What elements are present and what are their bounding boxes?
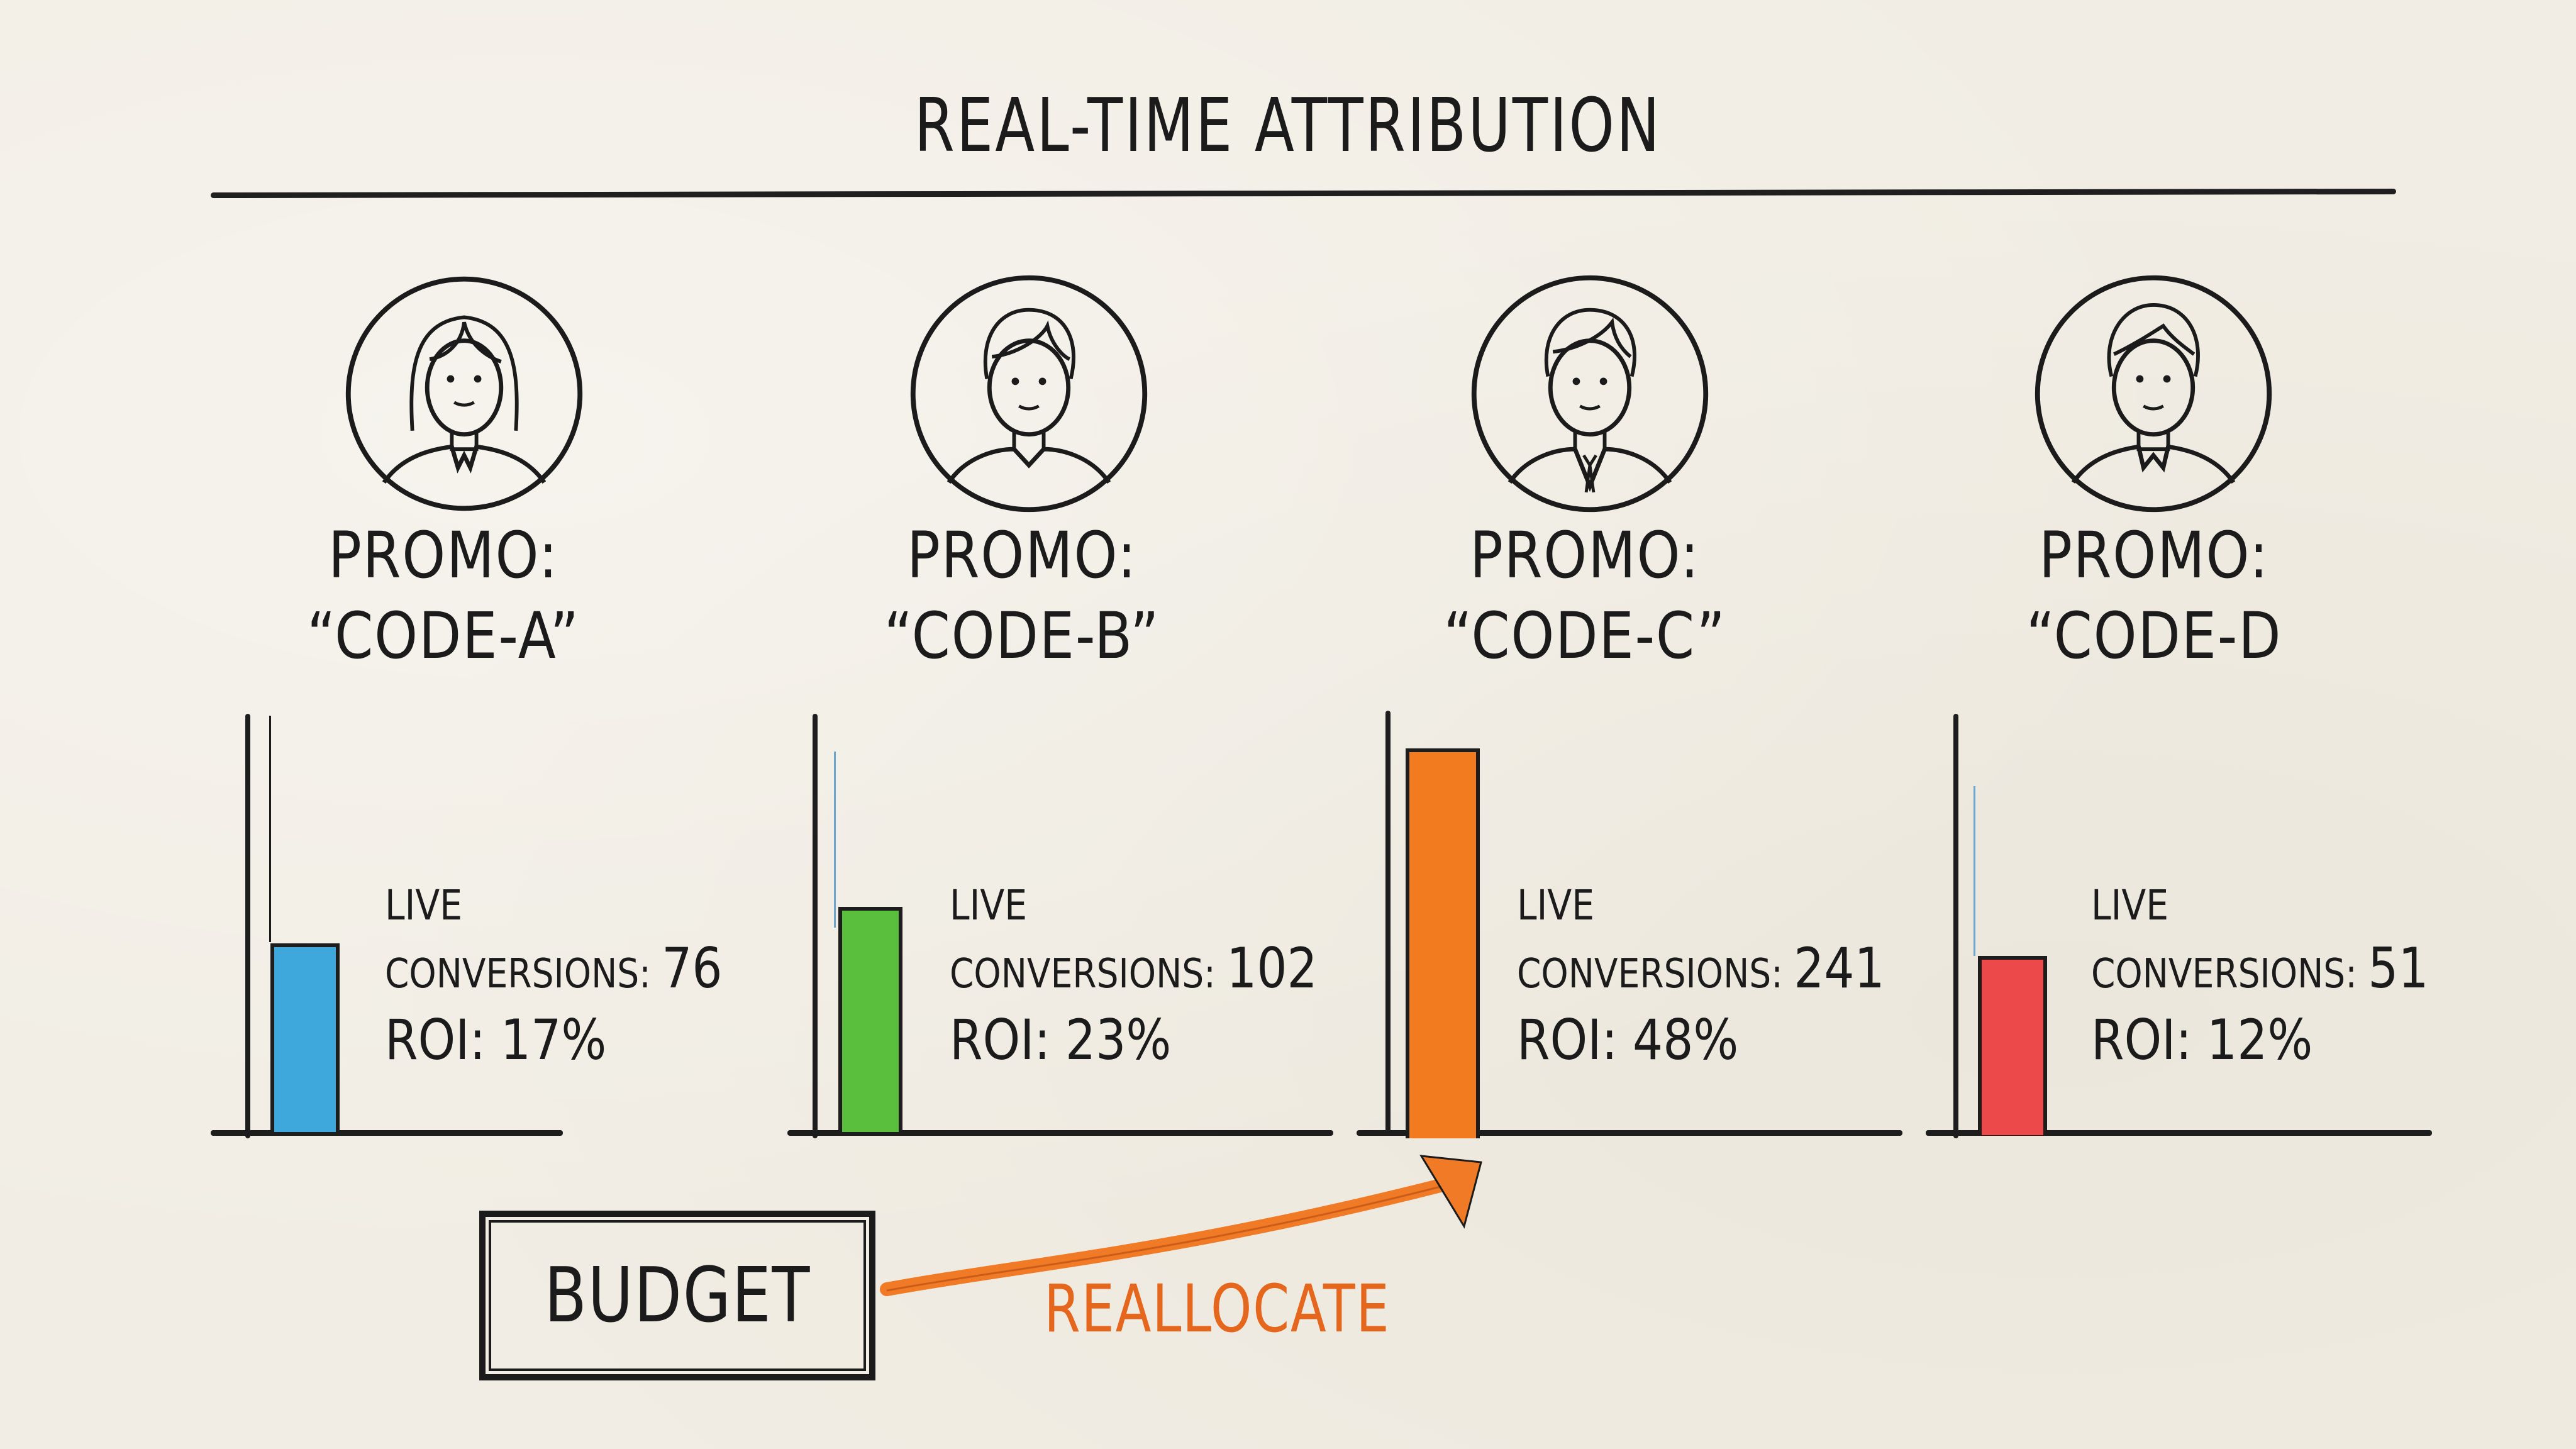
promo-label-d: PROMO: “CODE-D (2026, 518, 2282, 674)
y-axis (813, 714, 818, 1138)
promo-panel-a: PROMO: “CODE-A” LIVE CONVERSIONS: 76 ROI… (0, 0, 723, 1449)
conversions-value: 241 (1794, 936, 1885, 1001)
guide-line (834, 752, 836, 928)
bar-code-b (838, 907, 902, 1132)
roi-value: 12% (2207, 1008, 2313, 1072)
stats-code-c: LIVE CONVERSIONS: 241 ROI: 48% (1517, 881, 1885, 1072)
reallocate-label: REALLOCATE (1044, 1270, 1391, 1347)
x-axis (1357, 1130, 1902, 1136)
promo-label-b: PROMO: “CODE-B” (884, 518, 1160, 674)
stats-code-a: LIVE CONVERSIONS: 76 ROI: 17% (385, 881, 723, 1072)
conversions-value: 51 (2368, 936, 2429, 1001)
roi-value: 48% (1633, 1008, 1739, 1072)
roi-value: 17% (501, 1008, 607, 1072)
x-axis (787, 1130, 1333, 1136)
roi-value: 23% (1065, 1008, 1172, 1072)
promo-panel-c: PROMO: “CODE-C” LIVE CONVERSIONS: 241 RO… (0, 0, 1902, 1449)
woman-avatar-icon (345, 276, 583, 511)
conversions-value: 76 (662, 936, 723, 1001)
man-collar-avatar-icon (2035, 275, 2272, 513)
bar-code-d (1978, 956, 2047, 1135)
promo-label-c: PROMO: “CODE-C” (1443, 518, 1726, 674)
x-axis (1926, 1130, 2432, 1136)
y-axis (1953, 714, 1958, 1138)
budget-box: BUDGET (479, 1211, 875, 1380)
promo-panel-d: PROMO: “CODE-D LIVE CONVERSIONS: 51 ROI:… (0, 0, 2432, 1449)
stats-code-b: LIVE CONVERSIONS: 102 ROI: 23% (950, 881, 1318, 1072)
man-suit-avatar-icon (1471, 275, 1709, 513)
guide-line (269, 716, 271, 942)
y-axis (1385, 711, 1391, 1135)
bar-code-c (1406, 748, 1480, 1138)
budget-label: BUDGET (544, 1252, 811, 1340)
reallocate-arrow-icon (880, 1155, 1482, 1296)
x-axis (211, 1130, 563, 1136)
page-title: REAL-TIME ATTRIBUTION (914, 82, 1662, 169)
stats-code-d: LIVE CONVERSIONS: 51 ROI: 12% (2091, 881, 2429, 1072)
promo-panel-b: PROMO: “CODE-B” LIVE CONVERSIONS: 102 RO… (0, 0, 1333, 1449)
guide-line (1974, 786, 1975, 956)
promo-label-a: PROMO: “CODE-A” (307, 518, 580, 674)
bar-code-a (270, 943, 340, 1132)
y-axis (245, 714, 250, 1138)
man-avatar-icon (910, 275, 1148, 513)
conversions-value: 102 (1226, 936, 1318, 1001)
